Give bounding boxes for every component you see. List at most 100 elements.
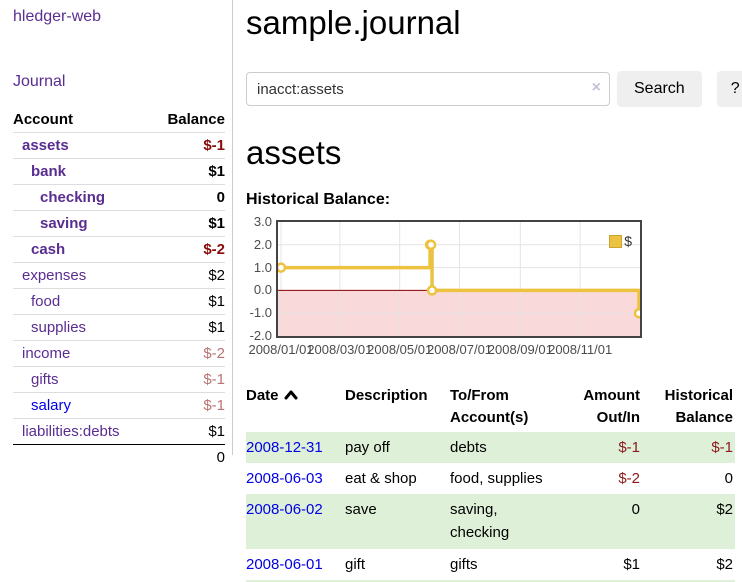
x-axis-tick-label: 2008/11/01 bbox=[548, 342, 613, 357]
accounts-header-balance: Balance bbox=[167, 111, 225, 128]
register-balance: $2 bbox=[716, 555, 733, 573]
x-axis-tick-label: 2008/01/01 bbox=[248, 342, 314, 357]
account-row: income $-2 bbox=[13, 340, 225, 367]
register-accounts: saving, checking bbox=[450, 501, 510, 542]
register-header-accounts: To/From Account(s) bbox=[450, 387, 529, 426]
y-axis-tick-label: 3.0 bbox=[253, 214, 272, 229]
account-row: food $1 bbox=[13, 288, 225, 315]
account-link[interactable]: assets bbox=[22, 137, 69, 154]
brand-link[interactable]: hledger-web bbox=[13, 8, 102, 25]
register-date-link[interactable]: 2008-06-03 bbox=[246, 469, 323, 487]
account-row: saving $1 bbox=[13, 210, 225, 237]
register-description: gift bbox=[345, 555, 366, 573]
account-link[interactable]: income bbox=[22, 345, 71, 362]
account-row: gifts $-1 bbox=[13, 366, 225, 393]
account-balance: 0 bbox=[150, 184, 225, 211]
section-title: assets bbox=[246, 134, 342, 171]
register-date-link[interactable]: 2008-12-31 bbox=[246, 438, 323, 456]
register-header-balance: Historical Balance bbox=[664, 387, 733, 426]
y-axis-tick-label: 0.0 bbox=[253, 282, 272, 298]
register-amount: 0 bbox=[631, 501, 640, 518]
account-balance: $-1 bbox=[150, 366, 225, 393]
account-balance: $1 bbox=[150, 418, 225, 445]
register-row: 2008-06-03 eat & shop food, supplies $-2 0 bbox=[246, 463, 735, 494]
accounts-header-account: Account bbox=[13, 111, 73, 128]
register-accounts: food, supplies bbox=[450, 469, 543, 487]
account-link[interactable]: salary bbox=[31, 397, 72, 414]
register-amount: $-2 bbox=[618, 469, 640, 487]
account-row: expenses $2 bbox=[13, 262, 225, 289]
chart-plot-area: $ bbox=[276, 220, 642, 338]
x-axis-tick-label: 2008/09/01 bbox=[487, 342, 553, 357]
account-link[interactable]: food bbox=[31, 293, 61, 310]
account-link[interactable]: liabilities:debts bbox=[22, 423, 120, 440]
help-button[interactable]: ? bbox=[716, 71, 742, 107]
account-row: bank $1 bbox=[13, 158, 225, 185]
register-description: save bbox=[345, 501, 377, 518]
account-row: assets $-1 bbox=[13, 132, 225, 159]
register-amount: $1 bbox=[623, 555, 640, 573]
account-balance: $-2 bbox=[150, 236, 225, 263]
register-date-link[interactable]: 2008-06-01 bbox=[246, 555, 323, 573]
register-row: 2008-06-01 gift gifts $1 $2 bbox=[246, 549, 735, 580]
register-accounts: gifts bbox=[450, 555, 478, 573]
search-input[interactable] bbox=[246, 72, 610, 106]
account-link[interactable]: expenses bbox=[22, 267, 87, 284]
account-link[interactable]: bank bbox=[31, 163, 67, 180]
register-header-amount: Amount Out/In bbox=[583, 387, 640, 426]
account-row: salary $-1 bbox=[13, 392, 225, 419]
register-row: 2008-12-31 pay off debts $-1 $-1 bbox=[246, 431, 735, 463]
account-link[interactable]: cash bbox=[31, 241, 66, 258]
register-header-date[interactable]: Date bbox=[246, 382, 345, 432]
account-link[interactable]: checking bbox=[40, 189, 106, 206]
register-balance: 0 bbox=[724, 469, 733, 487]
register-description: pay off bbox=[345, 438, 390, 456]
legend-label: $ bbox=[624, 233, 632, 249]
x-axis-tick-label: 2008/07/01 bbox=[426, 342, 493, 357]
historical-balance-chart: $ 3.0 2.0 1.0 0.0 -1.0 -2.0 2008/01/01 2008/03… bbox=[248, 214, 642, 362]
account-row: cash $-2 bbox=[13, 236, 225, 263]
account-link[interactable]: gifts bbox=[31, 371, 59, 388]
account-row: supplies $1 bbox=[13, 314, 225, 341]
x-axis-tick-label: 2008/03/01 bbox=[307, 342, 373, 357]
account-balance: $1 bbox=[150, 210, 225, 237]
register-row: 2008-06-02 save saving, checking 0 $2 bbox=[246, 494, 735, 549]
main-content: sample.journal × Search ? assets Histori… bbox=[233, 0, 742, 582]
legend-swatch bbox=[609, 234, 623, 248]
y-axis-tick-label: 2.0 bbox=[253, 236, 272, 252]
accounts-total-row: 0 bbox=[13, 444, 225, 470]
register-balance: $2 bbox=[716, 501, 733, 518]
search-box: × bbox=[246, 72, 610, 106]
accounts-total-spacer bbox=[13, 444, 151, 470]
y-axis-tick-label: -2.0 bbox=[249, 328, 272, 343]
chart-label: Historical Balance: bbox=[246, 191, 391, 208]
account-balance: $-1 bbox=[150, 132, 225, 159]
register-balance: $-1 bbox=[711, 438, 733, 456]
register-description: eat & shop bbox=[345, 469, 417, 487]
account-row: checking 0 bbox=[13, 184, 225, 211]
accounts-table: Account Balance assets $-1 bank $1 checking 0… bbox=[13, 107, 225, 470]
account-balance: $-1 bbox=[150, 392, 225, 419]
search-bar: × Search ? bbox=[246, 71, 742, 107]
nav-journal-link[interactable]: Journal bbox=[13, 73, 66, 90]
sidebar: hledger-web Journal Account Balance asse… bbox=[0, 0, 233, 582]
search-button[interactable]: Search bbox=[617, 71, 702, 107]
sort-asc-icon bbox=[284, 390, 298, 400]
register-accounts: debts bbox=[450, 438, 487, 456]
y-axis-tick-label: 1.0 bbox=[253, 259, 272, 275]
page-title: sample.journal bbox=[246, 4, 461, 41]
y-axis-tick-label: -1.0 bbox=[249, 305, 272, 321]
register-row: 2008-01-01incomesalary$1$1 bbox=[246, 579, 735, 582]
account-link[interactable]: saving bbox=[40, 215, 88, 232]
clear-search-icon[interactable]: × bbox=[591, 79, 601, 96]
account-balance: $1 bbox=[150, 288, 225, 315]
account-balance: $1 bbox=[150, 314, 225, 341]
account-balance: $-2 bbox=[150, 340, 225, 367]
account-balance: $1 bbox=[150, 158, 225, 185]
account-link[interactable]: supplies bbox=[31, 319, 87, 336]
chart-canvas bbox=[278, 222, 640, 336]
register-date-link[interactable]: 2008-06-02 bbox=[246, 501, 323, 518]
account-row: liabilities:debts $1 bbox=[13, 418, 225, 445]
register-amount: $-1 bbox=[618, 438, 640, 456]
